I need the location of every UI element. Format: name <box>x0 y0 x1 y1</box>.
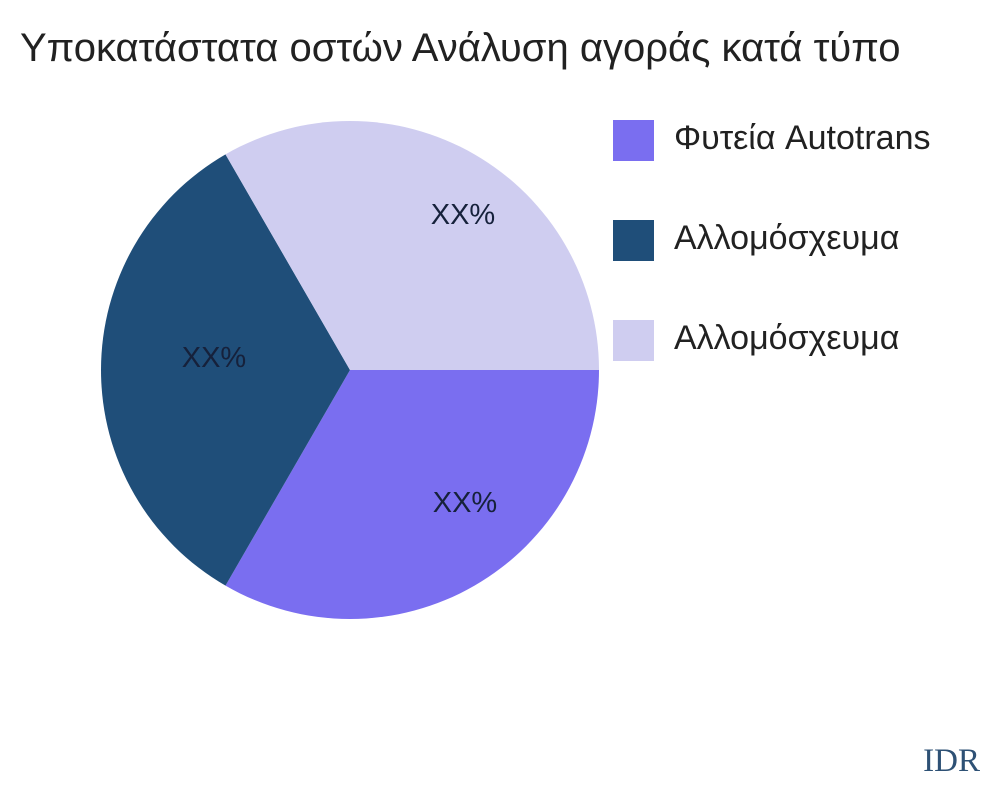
svg-text:XX%: XX% <box>431 199 495 231</box>
svg-text:XX%: XX% <box>433 487 497 519</box>
svg-text:XX%: XX% <box>182 342 246 374</box>
